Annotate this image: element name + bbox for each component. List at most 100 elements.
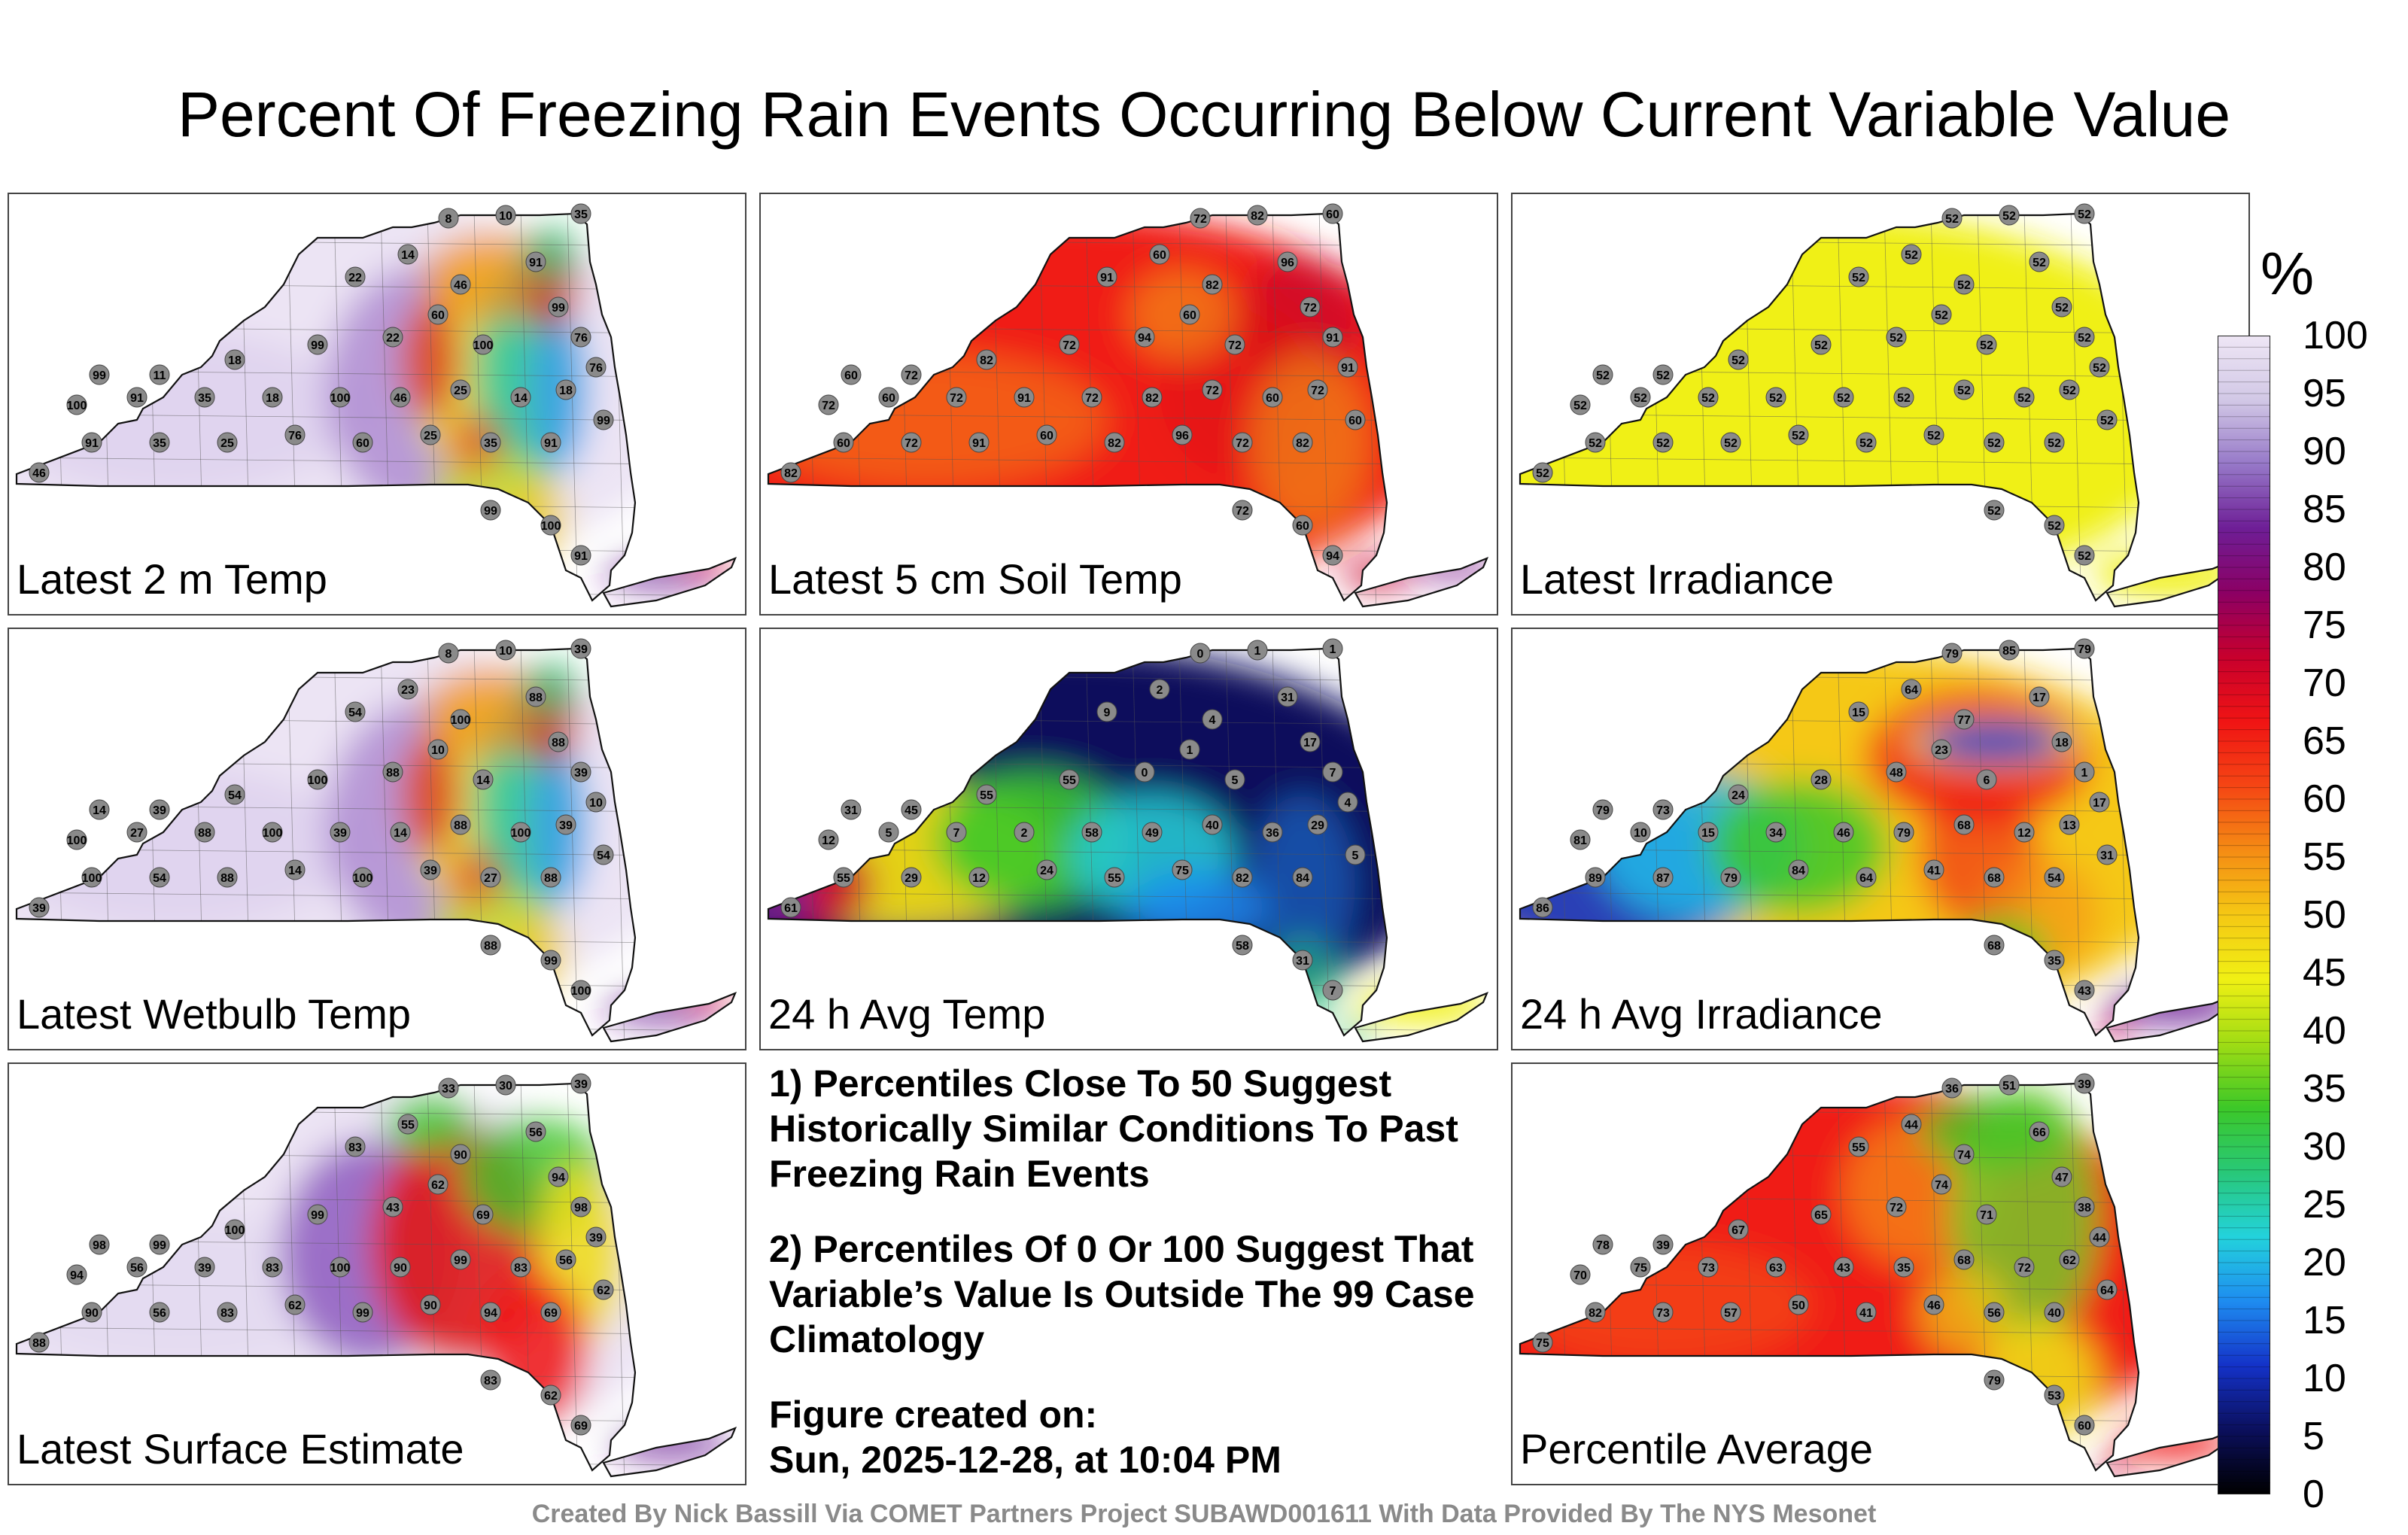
station-value: 60 (1040, 430, 1054, 442)
station-value: 60 (431, 309, 445, 322)
station-marker (780, 462, 801, 483)
station-marker (397, 244, 418, 265)
station-marker (525, 686, 546, 707)
station-value: 52 (1980, 339, 1993, 352)
station-value: 99 (544, 955, 558, 968)
station-value: 88 (529, 692, 543, 704)
station-marker (1833, 822, 1854, 843)
station-value: 52 (2002, 210, 2016, 223)
station-value: 73 (1656, 804, 1670, 817)
station-value: 31 (1296, 955, 1309, 968)
station-marker (1345, 844, 1366, 865)
station-marker (1585, 1302, 1606, 1323)
station-value: 99 (93, 369, 106, 382)
station-marker (1337, 792, 1358, 813)
station-value: 40 (2048, 1307, 2061, 1320)
station-marker (427, 304, 448, 325)
station-value: 5 (1232, 774, 1239, 787)
station-marker (382, 327, 403, 348)
station-value: 54 (153, 872, 166, 885)
station-value: 52 (2078, 208, 2091, 221)
station-value: 72 (1206, 385, 1219, 397)
station-value: 58 (1085, 827, 1099, 840)
station-value: 52 (2100, 415, 2114, 427)
station-marker (1322, 980, 1343, 1001)
station-marker (480, 500, 501, 521)
station-marker (570, 327, 591, 348)
station-value: 52 (2078, 550, 2091, 563)
station-marker (1976, 334, 1997, 355)
station-value: 62 (597, 1284, 610, 1297)
station-marker (390, 822, 411, 843)
station-marker (570, 203, 591, 224)
station-value: 62 (2063, 1254, 2076, 1267)
station-marker (570, 980, 591, 1001)
station-value: 12 (972, 872, 986, 885)
colorbar-tick-label: 15 (2303, 1299, 2346, 1342)
station-value: 75 (1536, 1337, 1549, 1350)
station-value: 72 (1236, 437, 1249, 450)
station-marker (126, 1257, 147, 1278)
panel-label: 24 h Avg Temp (768, 990, 1046, 1038)
station-value: 60 (844, 369, 858, 382)
station-value: 68 (1987, 940, 2001, 953)
station-value: 52 (1859, 437, 1873, 450)
station-value: 90 (394, 1262, 407, 1275)
station-marker (1300, 296, 1321, 318)
station-value: 54 (2048, 872, 2061, 885)
station-marker (1277, 686, 1298, 707)
station-value: 60 (1183, 309, 1196, 322)
station-value: 27 (484, 872, 497, 885)
station-value: 29 (905, 872, 918, 885)
station-value: 55 (837, 872, 850, 885)
panel-latest-soil-temp: 72 82 60 60 91 82 96 72 91 72 60 94 72 82 72 60 72 60 72 91… (759, 193, 1498, 616)
station-marker (330, 387, 351, 408)
panel-24h-avg-irradiance: 79 85 79 64 15 77 17 18 1 6 23 48 28 24 73 79 81 10 15 34 46… (1511, 628, 2250, 1050)
station-marker (1247, 205, 1268, 226)
station-value: 23 (1935, 744, 1948, 757)
station-marker (1300, 731, 1321, 752)
panel-latest-2m-temp: 8 10 35 14 22 46 91 99 76 100 60 22 99 18 11 99 100 91 35 1… (8, 193, 746, 616)
station-value: 7 (1330, 767, 1336, 780)
station-value: 5 (1352, 850, 1359, 862)
station-value: 82 (1589, 1307, 1602, 1320)
station-value: 14 (288, 865, 302, 877)
station-value: 68 (1957, 1254, 1971, 1267)
station-value: 52 (1945, 213, 1959, 226)
station-marker (1322, 545, 1343, 566)
station-value: 10 (589, 797, 603, 810)
station-value: 46 (1837, 827, 1850, 840)
station-value: 91 (1017, 392, 1031, 405)
station-value: 28 (1814, 774, 1828, 787)
station-value: 8 (445, 213, 452, 226)
station-marker (818, 829, 839, 850)
station-marker (2059, 1249, 2080, 1270)
station-value: 46 (394, 392, 407, 405)
station-marker (1202, 379, 1223, 400)
station-marker (352, 1302, 373, 1323)
station-marker (397, 1114, 418, 1135)
station-value: 71 (1980, 1209, 1993, 1222)
station-value: 61 (784, 902, 798, 915)
station-value: 55 (1108, 872, 1121, 885)
station-marker (570, 1196, 591, 1217)
station-marker (1652, 867, 1674, 888)
station-value: 91 (574, 550, 588, 563)
station-value: 44 (2093, 1232, 2106, 1245)
station-value: 69 (574, 1420, 588, 1433)
station-marker (1592, 364, 1613, 385)
station-value: 64 (1859, 872, 1873, 885)
station-marker (66, 1264, 87, 1285)
station-marker (1585, 867, 1606, 888)
station-marker (901, 799, 922, 820)
station-value: 52 (1935, 309, 1948, 322)
station-value: 88 (198, 827, 211, 840)
station-marker (330, 822, 351, 843)
station-marker (224, 1219, 245, 1240)
map-latest-soil-temp: 72 82 60 60 91 82 96 72 91 72 60 94 72 82 72 60 72 60 72 91… (767, 203, 1489, 608)
station-marker (1262, 387, 1283, 408)
station-marker (420, 424, 441, 445)
station-marker (29, 897, 50, 918)
station-marker (1322, 203, 1343, 224)
